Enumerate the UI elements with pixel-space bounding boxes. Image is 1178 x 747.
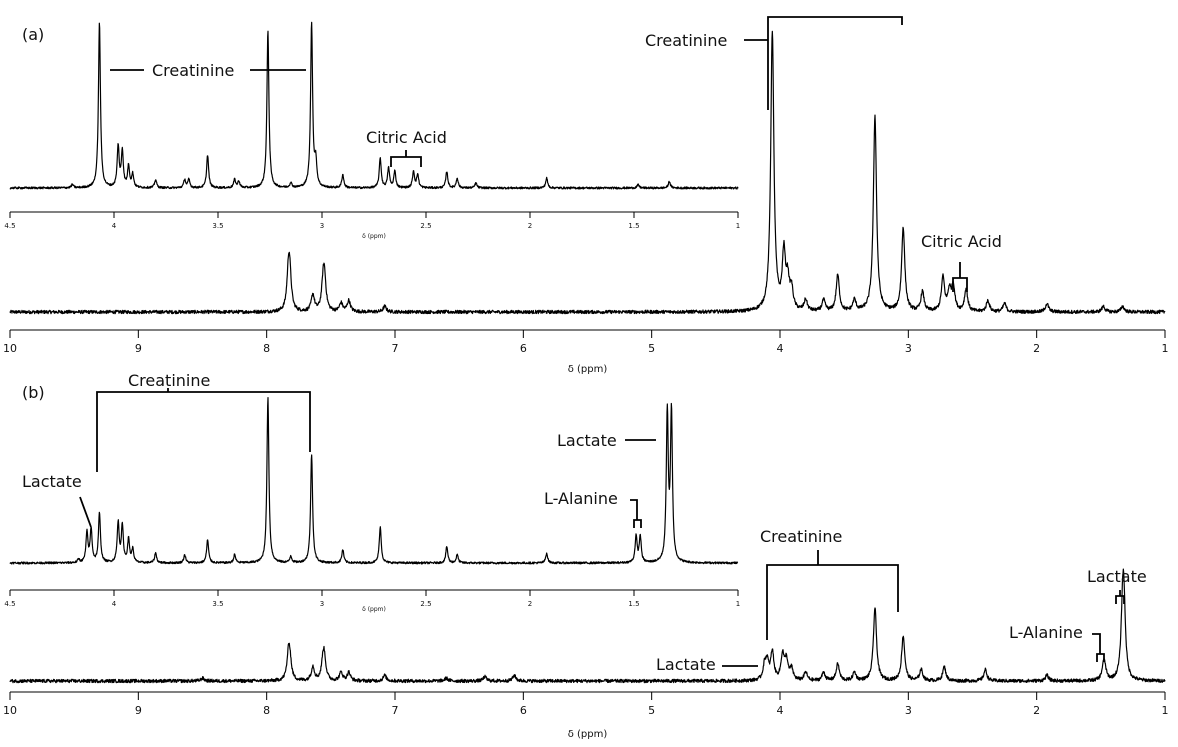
panel-a-main-tick-label: 7	[392, 342, 399, 355]
panel-a-inset-creatinine-label: Creatinine	[152, 61, 234, 80]
panel-a-main-tick-label: 4	[777, 342, 784, 355]
panel-b-inset-tick-label: 1.5	[628, 600, 639, 608]
panel-b-inset-creatinine-label: Creatinine	[128, 371, 210, 390]
panel-a-inset-tick-label: 3	[320, 222, 324, 230]
panel-b-main-tick-label: 9	[135, 704, 142, 717]
panel-b-main-spectrum	[9, 568, 1166, 684]
lactate-main-bracket-2	[1115, 590, 1125, 604]
panel-b-inset-lactate-label-2: Lactate	[557, 431, 617, 450]
panel-b-main-creatinine-label: Creatinine	[760, 527, 842, 546]
panel-a-label: (a)	[22, 25, 44, 44]
panel-b-main-tick-label: 10	[3, 704, 17, 717]
panel-b-main-tick-label: 5	[648, 704, 655, 717]
panel-a-main-tick-label: 6	[520, 342, 527, 355]
panel-a-inset-tick-label: 1.5	[628, 222, 639, 230]
panel-a-inset-annotations: Creatinine Citric Acid	[110, 61, 447, 167]
panel-a-main-spectrum	[9, 30, 1166, 315]
panel-a-main-creatinine-label: Creatinine	[645, 31, 727, 50]
citric-acid-main-bracket	[952, 262, 968, 292]
panel-b-inset-tick-label: 2.5	[420, 600, 431, 608]
alanine-inset-bracket	[630, 499, 642, 528]
panel-a-main-tick-label: 2	[1033, 342, 1040, 355]
panel-b-inset-tick-label: 2	[528, 600, 532, 608]
panel-a-inset-tick-label: 2	[528, 222, 532, 230]
panel-a-main-axis-label: δ (ppm)	[568, 364, 608, 375]
panel-a-main-tick-label: 8	[263, 342, 270, 355]
panel-b-main-tick-label: 6	[520, 704, 527, 717]
panel-b-inset-lactate-label: Lactate	[22, 472, 82, 491]
panel-a-inset-axis-label: δ (ppm)	[362, 233, 386, 240]
panel-b-inset-tick-label: 4	[112, 600, 117, 608]
panel-b-main-tick-label: 1	[1162, 704, 1169, 717]
panel-a-main-annotations: Creatinine Citric Acid	[645, 16, 1002, 292]
panel-a-main-citric-acid-label: Citric Acid	[921, 232, 1002, 251]
alanine-main-bracket	[1092, 633, 1105, 662]
panel-a-inset-spectrum	[9, 21, 739, 190]
panel-a-inset-tick-label: 2.5	[420, 222, 431, 230]
panel-a-inset-tick-label: 4	[112, 222, 117, 230]
panel-b-inset-tick-label: 3	[320, 600, 324, 608]
panel-b-inset-annotations: Creatinine Lactate L-Alanine Lactate	[22, 371, 656, 528]
citric-acid-bracket	[390, 150, 422, 167]
panel-b-main-lactate-label-2: Lactate	[1087, 567, 1147, 586]
panel-a-inset-tick-label: 1	[736, 222, 740, 230]
panel-b-main-tick-label: 4	[777, 704, 784, 717]
creatinine-inset-bracket	[96, 388, 311, 472]
spectra-layer	[9, 21, 1166, 684]
panel-b-main-lactate-label: Lactate	[656, 655, 716, 674]
panel-b-label: (b)	[22, 383, 45, 402]
panel-b-inset-tick-label: 4.5	[4, 600, 15, 608]
panel-b-inset-spectrum	[9, 397, 739, 565]
creatinine-main-bracket-b	[766, 550, 899, 640]
panel-b-main-alanine-label: L-Alanine	[1009, 623, 1083, 642]
panel-b-main-tick-label: 2	[1033, 704, 1040, 717]
panel-b-main-tick-label: 8	[263, 704, 270, 717]
panel-a-main-tick-label: 9	[135, 342, 142, 355]
panel-a-inset-citric-acid-label: Citric Acid	[366, 128, 447, 147]
panel-a-main-tick-label: 1	[1162, 342, 1169, 355]
lactate-inset-leader	[79, 496, 92, 528]
panel-b-inset-tick-label: 1	[736, 600, 740, 608]
panel-a-main-tick-label: 10	[3, 342, 17, 355]
axes-layer: 10 9 8 7 6 5 4 3 2 1 δ (ppm) 4.5 4 3.5 3 2.5 2 1.5 1 δ (ppm…	[3, 211, 1169, 740]
panel-a-main-tick-label: 5	[648, 342, 655, 355]
panel-a-inset-tick-label: 3.5	[212, 222, 223, 230]
creatinine-main-bracket	[767, 16, 903, 110]
panel-b-main-annotations: Creatinine Lactate L-Alanine Lactate	[656, 527, 1147, 674]
panel-b-inset-tick-label: 3.5	[212, 600, 223, 608]
panel-a-main-tick-label: 3	[905, 342, 912, 355]
panel-b-inset-axis-label: δ (ppm)	[362, 606, 386, 613]
panel-b-main-tick-label: 3	[905, 704, 912, 717]
panel-b-inset-alanine-label: L-Alanine	[544, 489, 618, 508]
panel-b-main-axis-label: δ (ppm)	[568, 729, 608, 740]
panel-a-inset-tick-label: 4.5	[4, 222, 15, 230]
panel-b-main-tick-label: 7	[392, 704, 399, 717]
